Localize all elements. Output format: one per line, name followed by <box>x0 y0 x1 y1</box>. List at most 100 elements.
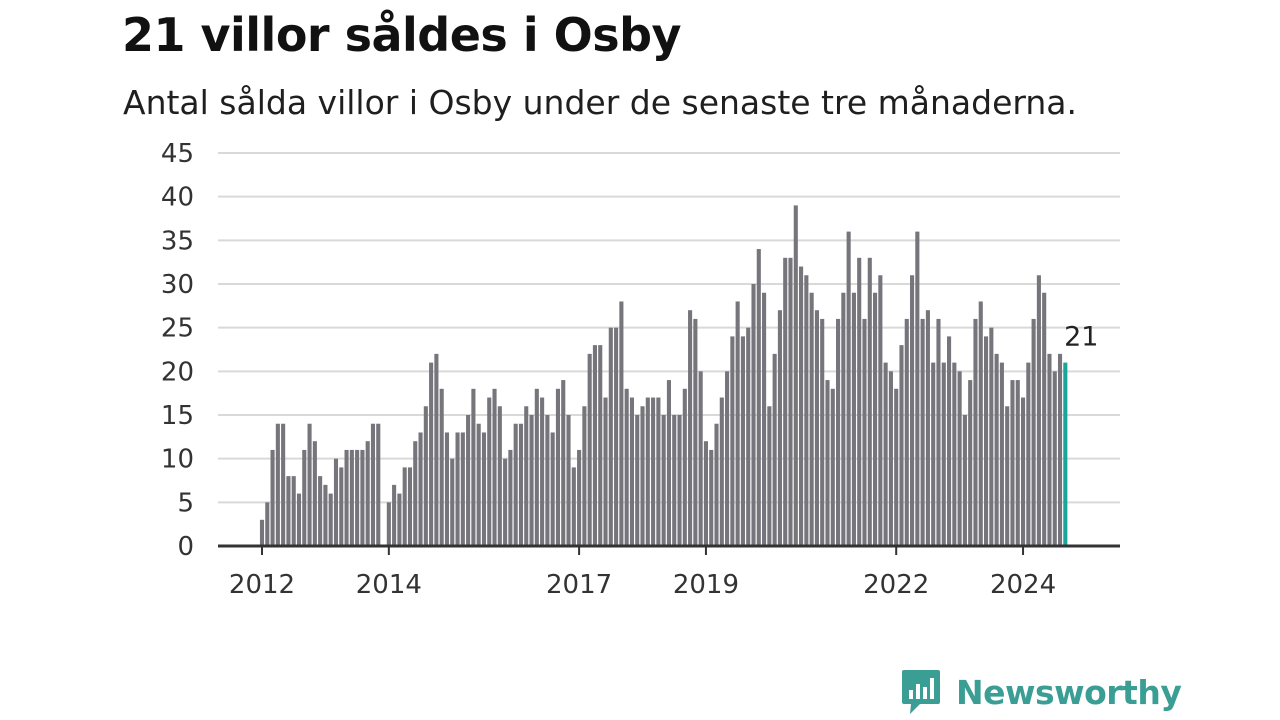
bar <box>582 406 587 546</box>
bar <box>302 449 307 546</box>
bar <box>978 301 983 546</box>
bar <box>1042 292 1047 546</box>
bar <box>566 415 571 546</box>
bar <box>587 353 592 546</box>
bar <box>339 467 344 546</box>
y-tick-label: 0 <box>177 532 194 562</box>
bar <box>756 249 761 546</box>
bar <box>645 397 650 546</box>
bar <box>328 493 333 546</box>
bar <box>735 301 740 546</box>
bar <box>592 345 597 546</box>
bar <box>460 432 465 546</box>
bar <box>830 388 835 546</box>
bar <box>899 345 904 546</box>
bar <box>344 449 349 546</box>
bar <box>661 415 666 546</box>
bar <box>487 397 492 546</box>
bar <box>286 476 291 546</box>
bar <box>355 449 360 546</box>
bar <box>793 205 798 546</box>
bar <box>534 388 539 546</box>
bar <box>318 476 323 546</box>
bar <box>296 493 302 546</box>
y-tick-label: 35 <box>161 226 194 256</box>
bar <box>529 415 534 546</box>
bar <box>561 380 566 546</box>
x-tick-label: 2014 <box>356 570 422 600</box>
bar <box>614 327 619 546</box>
bar <box>751 284 756 546</box>
bar <box>688 310 693 546</box>
y-tick-label: 10 <box>161 445 194 475</box>
bar <box>999 362 1004 546</box>
bar <box>952 362 957 546</box>
bar <box>323 484 328 546</box>
bar <box>450 458 455 546</box>
bar <box>962 415 967 546</box>
bar <box>418 432 423 546</box>
bar <box>677 415 682 546</box>
bar <box>397 493 402 546</box>
bar <box>603 397 608 546</box>
bar <box>629 397 634 546</box>
bar <box>799 266 804 546</box>
bar <box>550 432 555 546</box>
bar <box>651 397 656 546</box>
bar <box>873 292 878 546</box>
bar <box>392 484 397 546</box>
bar <box>836 318 841 546</box>
bars <box>259 205 1068 546</box>
bar <box>444 432 450 546</box>
bar <box>1026 362 1031 546</box>
bar <box>508 449 513 546</box>
bar <box>281 423 286 546</box>
bar <box>476 423 481 546</box>
bar <box>714 423 719 546</box>
bar <box>814 310 819 546</box>
bar <box>867 257 872 546</box>
bar <box>703 441 708 546</box>
bar <box>851 292 856 546</box>
y-tick-label: 15 <box>161 401 194 431</box>
bar <box>989 327 994 546</box>
bar <box>259 519 265 546</box>
bar <box>957 371 962 546</box>
bar <box>518 423 524 546</box>
bar <box>503 458 508 546</box>
x-tick-label: 2024 <box>990 570 1056 600</box>
bar <box>862 318 867 546</box>
bar <box>984 336 989 546</box>
bar <box>804 275 809 546</box>
y-tick-label: 25 <box>161 314 194 344</box>
bar <box>931 362 936 546</box>
bar <box>270 449 275 546</box>
bar <box>598 345 603 546</box>
bar <box>925 310 930 546</box>
bar <box>376 423 381 546</box>
bar <box>407 467 413 546</box>
bar <box>883 362 888 546</box>
y-tick-label: 40 <box>161 183 194 213</box>
bar <box>888 371 893 546</box>
bar <box>434 353 439 546</box>
newsworthy-logo: Newsworthy <box>900 668 1182 716</box>
bar <box>571 467 576 546</box>
bar <box>762 292 767 546</box>
bar <box>370 423 376 546</box>
bar <box>841 292 846 546</box>
bar <box>640 406 645 546</box>
bar <box>455 432 460 546</box>
y-tick-label: 20 <box>161 357 194 387</box>
bar <box>312 441 317 546</box>
bar <box>915 231 920 546</box>
bar <box>365 441 370 546</box>
chart-title: 21 villor såldes i Osby <box>122 8 682 62</box>
bar <box>1010 380 1015 546</box>
bar <box>555 388 561 546</box>
bar <box>973 318 978 546</box>
bar <box>783 257 788 546</box>
bar <box>524 406 529 546</box>
bar <box>693 318 698 546</box>
